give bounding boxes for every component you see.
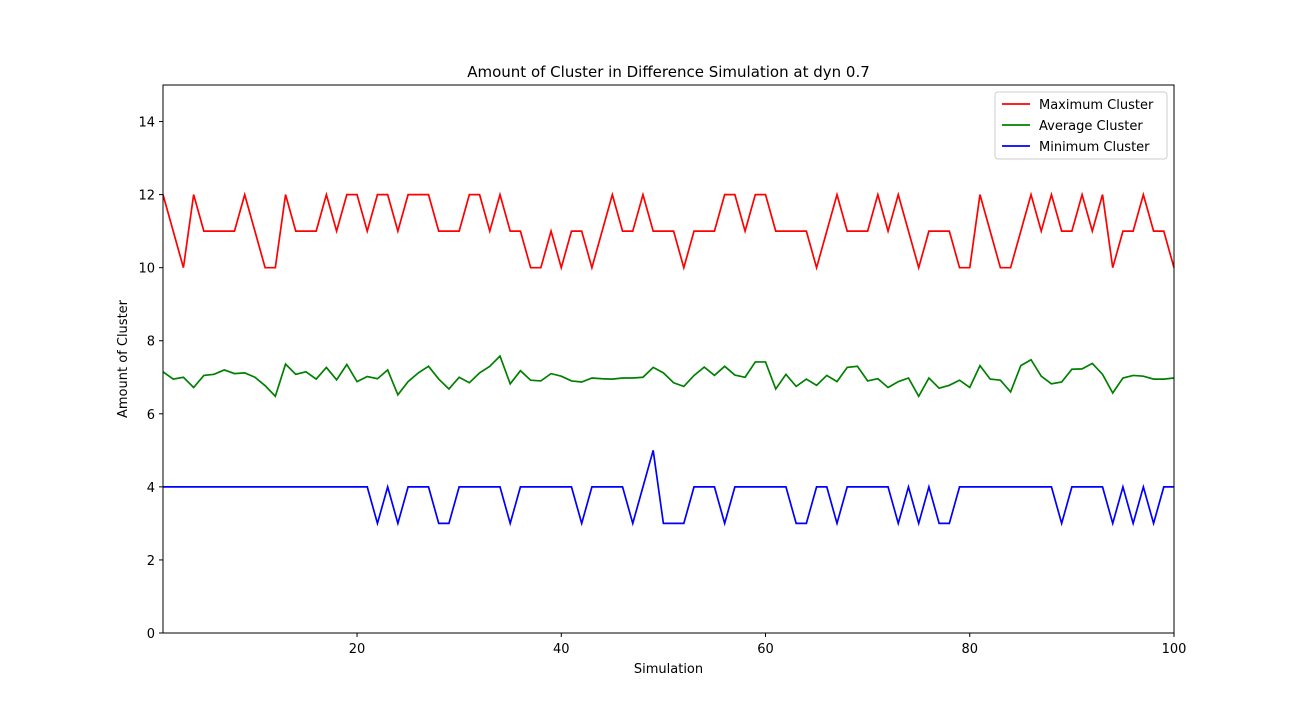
x-tick-label: 20 [349, 642, 366, 657]
legend-label: Maximum Cluster [1039, 98, 1154, 113]
series-line-minimum-cluster [163, 450, 1174, 527]
legend-box [994, 91, 1168, 160]
y-tick-label: 10 [138, 262, 155, 277]
x-tick-label: 60 [757, 642, 774, 657]
plot-frame [162, 84, 1175, 634]
y-tick-label: 8 [147, 335, 155, 350]
y-axis: 0 2 4 6 8 10 12 14 [138, 116, 163, 642]
legend: Maximum Cluster Average Cluster Minimum Cl… [994, 91, 1168, 160]
x-tick-label: 80 [961, 642, 978, 657]
y-tick-label: 12 [138, 189, 155, 204]
y-tick-label: 2 [147, 554, 155, 569]
y-axis-label: Amount of Cluster [116, 299, 131, 418]
x-axis: 20 40 60 80 100 [349, 633, 1187, 657]
y-tick-label: 14 [138, 116, 155, 131]
chart-title: Amount of Cluster in Difference Simulati… [467, 63, 870, 81]
legend-label: Minimum Cluster [1039, 140, 1150, 155]
x-tick-label: 40 [553, 642, 570, 657]
x-tick-label: 100 [1162, 642, 1187, 657]
y-tick-label: 0 [147, 627, 155, 642]
series-line-maximum-cluster [162, 191, 1175, 271]
series-line-average-cluster [162, 354, 1175, 399]
legend-label: Average Cluster [1039, 119, 1143, 134]
y-tick-label: 4 [147, 481, 155, 496]
series-layer [162, 191, 1175, 527]
x-axis-label: Simulation [634, 662, 703, 677]
y-tick-label: 6 [147, 408, 155, 423]
